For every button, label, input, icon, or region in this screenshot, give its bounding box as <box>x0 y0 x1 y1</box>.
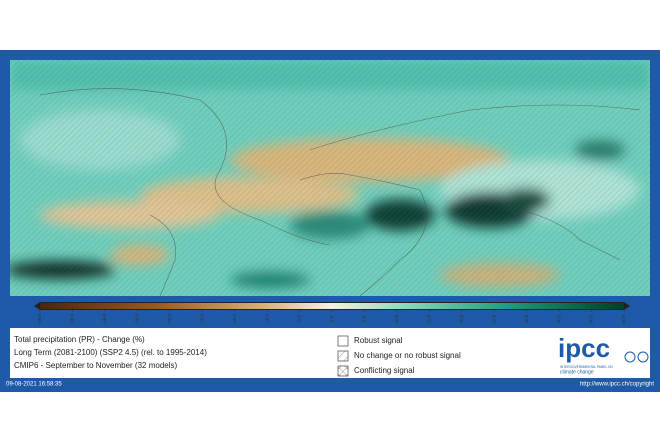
legend-label: No change or no robust signal <box>354 351 461 360</box>
logo: ipcc <box>558 333 610 363</box>
info-line: Total precipitation (PR) - Change (%) <box>14 335 145 344</box>
legend-swatch <box>337 350 349 362</box>
colorbar-tick-label: -60.0 <box>37 313 42 324</box>
colorbar-ticks: -60.0 -50.0 -40.0 -30.0 -25.0 -20.0 -15.0 -10.0… <box>37 310 626 324</box>
copyright-url: http://www.ipcc.ch/copyright <box>580 382 654 388</box>
hatching <box>10 60 650 296</box>
colorbar-tick-label: -20.0 <box>199 313 204 324</box>
colorbar-tick-label: -10.0 <box>264 313 269 324</box>
colorbar-tick-label: 15.0 <box>427 314 432 323</box>
colorbar-tick-label: -25.0 <box>167 313 172 324</box>
coastlines <box>39 88 641 296</box>
info-line: Long Term (2081-2100) (SSP2 4.5) (rel. t… <box>14 348 207 357</box>
timestamp: 09-08-2021 16:58:35 <box>6 382 62 388</box>
legend-label: Robust signal <box>354 336 403 345</box>
wmo-emblem <box>637 351 649 363</box>
colorbar-tick-label: 20.0 <box>459 314 464 323</box>
colorbar-tick-label: 40.0 <box>556 314 561 323</box>
colorbar-tick-label: -40.0 <box>102 313 107 324</box>
colorbar-tick-label: -5.0 <box>297 315 302 323</box>
colorbar-tick-label: 50.0 <box>589 314 594 323</box>
info-line: CMIP6 - September to November (32 models… <box>14 361 178 370</box>
un-emblem <box>624 351 636 363</box>
colorbar-tick-label: 10.0 <box>394 314 399 323</box>
colorbar <box>40 303 624 309</box>
colorbar-tick-label: 0.0 <box>329 315 334 322</box>
colorbar-tick-label: -50.0 <box>70 313 75 324</box>
logo-sub: climate change <box>560 369 594 375</box>
info-panel <box>10 328 650 378</box>
colorbar-tick-label: 5.0 <box>362 315 367 322</box>
colorbar-tick-label: 30.0 <box>524 314 529 323</box>
colorbar-tick-label: 25.0 <box>491 314 496 323</box>
colorbar-tick-label: -30.0 <box>135 313 140 324</box>
legend-swatch <box>337 335 349 347</box>
colorbar-tick-label: 60.0 <box>621 314 626 323</box>
logo-sub: INTERGOVERNMENTAL PANEL ON <box>560 365 613 369</box>
legend-label: Conflicting signal <box>354 366 415 375</box>
legend-swatch <box>337 365 349 377</box>
colorbar-tick-label: -15.0 <box>232 313 237 324</box>
